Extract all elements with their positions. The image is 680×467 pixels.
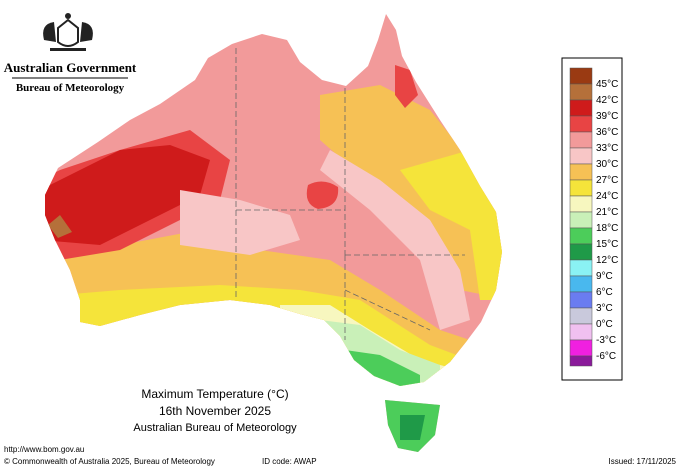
legend-swatch <box>569 163 593 181</box>
legend-label: 21°C <box>596 207 618 218</box>
legend-swatch <box>569 179 593 197</box>
agency: Bureau of Meteorology <box>16 82 125 94</box>
legend-label: 3°C <box>596 303 613 314</box>
legend-label: -3°C <box>596 335 616 346</box>
legend-label: 39°C <box>596 111 618 122</box>
legend-swatch <box>569 131 593 149</box>
legend-label: 45°C <box>596 79 618 90</box>
government: Australian Government <box>4 60 137 75</box>
legend-swatch <box>569 147 593 165</box>
legend-swatch <box>569 99 593 117</box>
legend-swatch <box>569 115 593 133</box>
footer-id: ID code: AWAP <box>262 457 317 466</box>
legend-label: 12°C <box>596 255 618 266</box>
legend-label: 9°C <box>596 271 613 282</box>
legend-label: 36°C <box>596 127 618 138</box>
legend-label: -6°C <box>596 351 616 362</box>
legend-label: 15°C <box>596 239 618 250</box>
legend-label: 6°C <box>596 287 613 298</box>
footer-url: http://www.bom.gov.au <box>4 445 84 454</box>
map-title: Maximum Temperature (°C) <box>141 387 288 401</box>
legend-swatch <box>569 83 593 101</box>
footer-issued: Issued: 17/11/2025 <box>609 457 677 466</box>
legend-swatch <box>569 67 593 85</box>
legend-label: 0°C <box>596 319 613 330</box>
legend-swatch <box>569 227 593 245</box>
legend-swatch <box>569 355 593 367</box>
legend: 45°C 42°C 39°C 36°C 33°C 30°C 27°C 24°C 21°C 18°C… <box>561 57 623 381</box>
legend-label: 30°C <box>596 159 618 170</box>
map-source: Australian Bureau of Meteorology <box>133 422 297 434</box>
legend-swatch <box>569 339 593 357</box>
legend-label: 33°C <box>596 143 618 154</box>
legend-label: 42°C <box>596 95 618 106</box>
legend-swatch <box>569 259 593 277</box>
state-borders <box>235 48 465 340</box>
legend-swatch <box>569 211 593 229</box>
map-date: 16th November 2025 <box>159 404 271 418</box>
legend-swatch <box>569 195 593 213</box>
legend-label: 24°C <box>596 191 618 202</box>
legend-swatch <box>569 323 593 341</box>
coat-of-arms <box>43 13 93 51</box>
legend-label: 18°C <box>596 223 618 234</box>
legend-swatch <box>569 291 593 309</box>
legend-swatch <box>569 275 593 293</box>
legend-swatch <box>569 307 593 325</box>
legend-swatch <box>569 243 593 261</box>
footer-copyright: © Commonwealth of Australia 2025, Bureau… <box>4 457 215 466</box>
legend-label: 27°C <box>596 175 618 186</box>
